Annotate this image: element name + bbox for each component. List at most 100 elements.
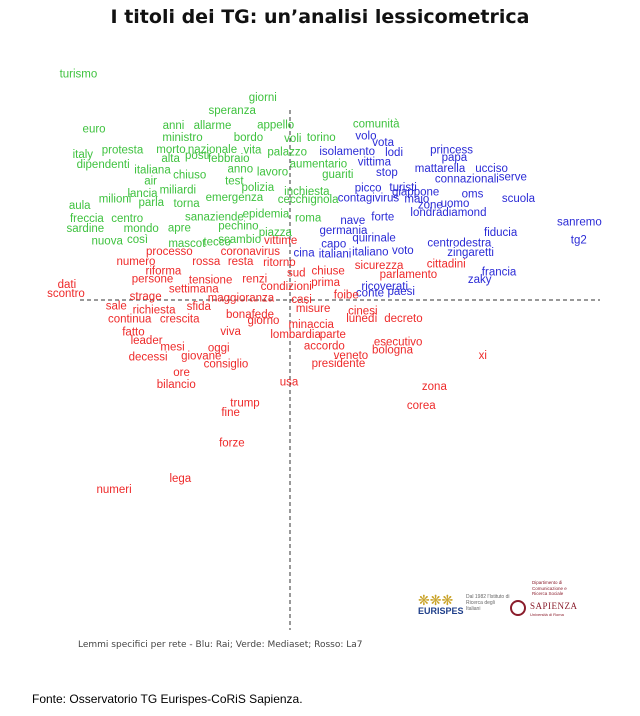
word-point-mediaset-30: lancia: [127, 188, 158, 200]
word-point-mediaset-33: inchiesta: [284, 186, 330, 198]
word-point-mediaset-6: allarme: [194, 120, 232, 132]
word-point-mediaset-9: bordo: [234, 132, 263, 144]
word-point-mediaset-35: parla: [138, 197, 164, 209]
sapienza-seal-icon: [510, 600, 526, 616]
word-point-mediaset-50: nuova: [92, 235, 124, 247]
word-point-rai-16: maio: [404, 194, 429, 206]
word-point-rai-33: cina: [294, 248, 316, 260]
eurispes-mark-icon: ❋❋❋: [418, 592, 454, 608]
word-point-la7-12: parlamento: [380, 269, 438, 281]
word-point-mediaset-3: comunità: [353, 118, 400, 130]
word-point-la7-46: bologna: [372, 345, 414, 357]
word-point-la7-16: prima: [311, 277, 340, 289]
word-point-la7-50: veneto: [334, 350, 369, 362]
word-point-mediaset-25: anno: [228, 164, 254, 176]
word-point-rai-13: turisti: [389, 182, 416, 194]
eurispes-logo-name: EURISPES: [418, 606, 464, 616]
word-point-la7-60: forze: [219, 438, 245, 450]
word-point-rai-24: germania: [319, 225, 368, 237]
word-point-rai-3: lodi: [385, 147, 403, 159]
word-point-la7-0: vittime: [264, 235, 297, 247]
word-point-la7-51: consiglio: [204, 359, 249, 371]
word-point-la7-62: numeri: [96, 484, 131, 496]
word-point-la7-25: sale: [106, 300, 127, 312]
word-point-mediaset-11: torino: [307, 132, 336, 144]
word-point-rai-15: contagivirus: [338, 193, 400, 205]
word-point-mediaset-31: miliardi: [160, 185, 196, 197]
word-point-mediaset-15: vita: [244, 145, 263, 157]
word-point-rai-6: vittima: [358, 157, 392, 169]
word-point-mediaset-28: air: [144, 175, 157, 187]
sapienza-logo-name: SAPIENZA: [530, 601, 578, 611]
word-point-rai-21: londradiamond: [410, 207, 486, 219]
word-point-rai-39: conte: [356, 288, 384, 300]
word-point-rai-35: italiano: [352, 246, 388, 258]
word-point-rai-25: centrodestra: [427, 238, 492, 250]
word-point-rai-20: uomo: [441, 198, 470, 210]
word-point-la7-61: lega: [169, 473, 191, 485]
eurispes-logo: ❋❋❋ EURISPES Dal 1982 l'Istituto di Rice…: [418, 590, 510, 624]
word-point-rai-14: giappone: [392, 187, 439, 199]
word-point-mediaset-20: febbraio: [208, 153, 250, 165]
word-point-la7-30: continua: [108, 314, 152, 326]
word-point-mediaset-53: mascot: [168, 238, 206, 250]
word-point-rai-10: connazionali: [435, 173, 499, 185]
word-point-la7-5: resta: [228, 256, 254, 268]
word-point-mediaset-27: guariti: [322, 169, 353, 181]
word-point-mediaset-40: epidemia: [243, 208, 290, 220]
word-point-mediaset-43: sanaziende: [185, 211, 244, 223]
word-point-la7-13: persone: [132, 274, 174, 286]
word-point-la7-28: misure: [296, 303, 331, 315]
word-point-mediaset-54: tecco: [203, 236, 231, 248]
word-point-mediaset-5: anni: [163, 120, 185, 132]
word-point-la7-8: cittadini: [427, 258, 466, 270]
word-point-mediaset-16: palazzo: [267, 147, 307, 159]
word-point-la7-1: processo: [146, 246, 193, 258]
word-point-mediaset-49: piazza: [259, 227, 293, 239]
word-point-rai-28: tg2: [571, 235, 587, 247]
word-point-la7-29: cinesi: [348, 306, 377, 318]
word-point-rai-32: zingaretti: [447, 247, 494, 259]
word-point-la7-44: accordo: [304, 341, 345, 353]
word-point-la7-33: giorno: [247, 315, 279, 327]
word-point-mediaset-4: euro: [83, 124, 106, 136]
word-point-mediaset-47: apre: [168, 223, 191, 235]
legend-note: Lemmi specifici per rete - Blu: Rai; Ver…: [78, 640, 363, 650]
word-point-mediaset-29: test: [225, 175, 244, 187]
word-point-mediaset-12: protesta: [102, 144, 144, 156]
word-point-la7-10: chiuse: [312, 266, 345, 278]
word-point-la7-21: strage: [130, 291, 162, 303]
word-point-la7-11: sud: [287, 268, 306, 280]
word-point-mediaset-0: turismo: [60, 69, 98, 81]
sapienza-logo-department: Dipartimento di Comunicazione e Ricerca …: [532, 580, 567, 596]
word-point-mediaset-48: pechino: [218, 221, 258, 233]
word-point-la7-14: tensione: [189, 275, 232, 287]
word-point-rai-12: picco: [355, 183, 382, 195]
word-point-la7-26: richiesta: [133, 305, 176, 317]
word-point-mediaset-26: lavoro: [257, 167, 288, 179]
word-point-rai-40: paesi: [388, 286, 416, 298]
word-point-rai-1: vota: [372, 137, 394, 149]
word-point-rai-36: francia: [482, 266, 517, 278]
word-point-la7-45: esecutivo: [374, 336, 423, 348]
word-point-la7-39: lombardia: [270, 329, 321, 341]
word-point-la7-53: ore: [173, 367, 190, 379]
word-point-la7-9: riforma: [146, 266, 182, 278]
word-point-rai-7: stop: [376, 167, 398, 179]
word-point-rai-38: ricoverati: [361, 281, 408, 293]
word-point-rai-18: scuola: [502, 193, 536, 205]
word-point-mediaset-42: centro: [111, 213, 143, 225]
word-point-mediaset-1: giorni: [249, 92, 277, 104]
word-point-mediaset-18: alta: [161, 153, 180, 165]
word-point-rai-26: fiducia: [484, 227, 518, 239]
word-point-mediaset-32: polizia: [242, 182, 275, 194]
word-point-mediaset-14: nazionale: [188, 144, 237, 156]
word-point-la7-58: corea: [407, 400, 436, 412]
word-point-mediaset-13: morto: [156, 144, 185, 156]
word-point-mediaset-19: posti: [185, 150, 209, 162]
sapienza-logo: Dipartimento di Comunicazione e Ricerca …: [510, 580, 580, 626]
word-point-rai-34: italiani: [319, 249, 352, 261]
source-caption: Fonte: Osservatorio TG Eurispes-CoRiS Sa…: [32, 692, 303, 706]
